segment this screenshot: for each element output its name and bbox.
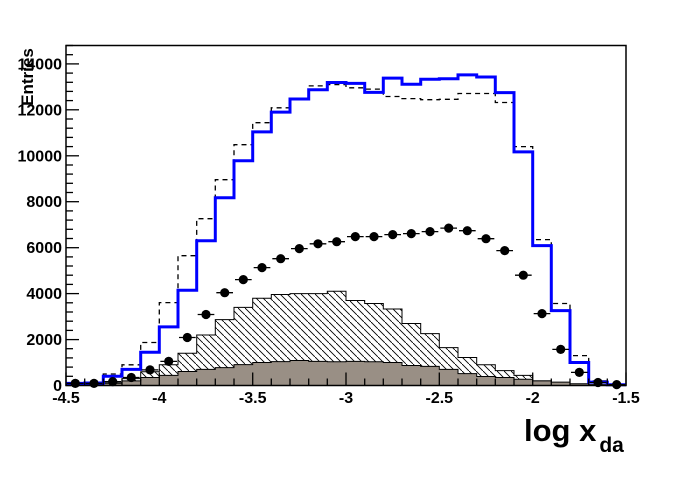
data-point-marker <box>574 367 584 377</box>
data-point-marker <box>89 378 99 388</box>
data-point-marker <box>182 332 192 343</box>
data-point-marker <box>145 365 155 375</box>
y-axis-title: Entries <box>18 48 37 106</box>
x-tick-label: -4.5 <box>52 390 80 407</box>
y-tick-label: 12000 <box>18 102 63 119</box>
data-point-marker <box>500 246 510 256</box>
data-point-marker <box>70 378 80 388</box>
data-point-marker <box>220 288 230 298</box>
data-point-marker <box>406 229 416 239</box>
blue-histogram <box>66 73 626 387</box>
data-point-marker <box>238 275 248 285</box>
data-point-marker <box>462 226 472 236</box>
data-point-marker <box>425 227 435 237</box>
data-point-marker <box>313 239 323 249</box>
y-tick-label: 2000 <box>26 332 62 349</box>
data-point-marker <box>612 380 622 390</box>
data-point-marker <box>332 237 342 247</box>
data-point-marker <box>350 232 360 242</box>
x-tick-label: -2 <box>526 390 540 407</box>
y-tick-label: 0 <box>53 378 62 395</box>
y-tick-label: 14000 <box>18 56 63 73</box>
data-point-marker <box>369 232 379 242</box>
x-axis-title: log x da <box>524 413 624 458</box>
data-point-marker <box>201 309 211 320</box>
y-tick-label: 8000 <box>26 194 62 211</box>
x-tick-label: -3 <box>339 390 353 407</box>
data-point-marker <box>126 372 136 383</box>
data-point-marker <box>518 270 528 280</box>
data-point-marker <box>294 244 304 254</box>
data-point-marker <box>444 223 454 233</box>
y-tick-label: 4000 <box>26 286 62 303</box>
data-point-marker <box>257 263 267 273</box>
data-points <box>67 223 625 390</box>
y-axis: 0 2000 4000 6000 8000 10000 12000 14000 <box>18 44 79 395</box>
x-tick-label: -3.5 <box>239 390 267 407</box>
data-point-marker <box>481 234 491 244</box>
data-point-marker <box>164 356 174 366</box>
x-tick-label: -1.5 <box>612 390 640 407</box>
x-tick-label: -2.5 <box>426 390 454 407</box>
data-point-marker <box>108 377 118 387</box>
x-tick-label: -4 <box>152 390 166 407</box>
data-point-marker <box>556 344 566 354</box>
y-tick-label: 10000 <box>18 148 63 165</box>
data-point-marker <box>388 230 398 240</box>
y-tick-label: 6000 <box>26 240 62 257</box>
x-axis-title-main: log x <box>524 413 597 448</box>
data-point-marker <box>537 309 547 319</box>
data-point-marker <box>276 254 286 264</box>
x-axis-title-subscript: da <box>599 434 624 457</box>
x-axis: -4.5 -4 -3.5 -3 -2.5 -2 -1.5 <box>52 372 640 407</box>
